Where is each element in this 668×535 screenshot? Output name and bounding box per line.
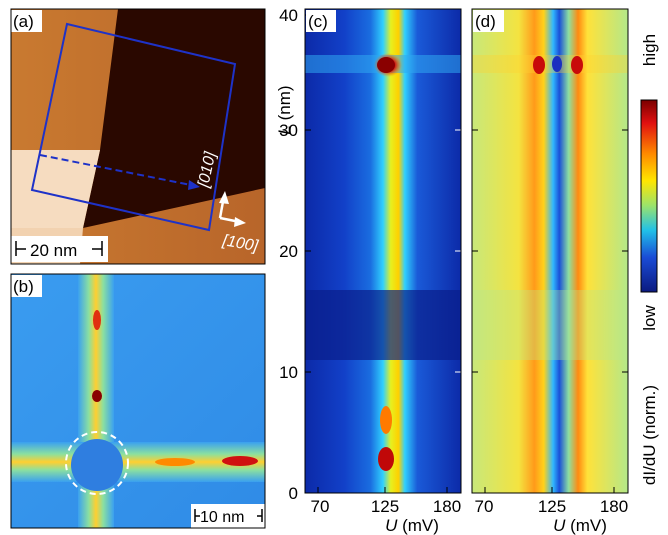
panel-b-spot-3 (222, 456, 258, 466)
panel-b-label: (b) (13, 277, 34, 296)
panel-a-scan-frame (30, 22, 237, 232)
panel-d-border (471, 8, 629, 494)
panel-c-label-box (306, 10, 336, 32)
panel-b-spot-2 (92, 390, 102, 402)
panel-b: (b) 10 nm (10, 273, 266, 529)
panel-c-x-tick-label-180: 180 (433, 497, 461, 516)
y-axis-var: L (275, 125, 294, 134)
panel-c-peak-top-core (377, 57, 395, 73)
panel-b-scalebar-box (191, 504, 265, 528)
panel-c-x-axis-label: U (mV) (385, 516, 439, 535)
panel-d-map (472, 9, 628, 493)
panel-b-spot-1 (93, 310, 101, 330)
panel-c-label: (c) (308, 12, 328, 31)
colorbar: high low dI/dU (norm.) (640, 34, 659, 485)
panel-c-dark-band (305, 290, 461, 360)
panel-c-peak-bottom (378, 447, 394, 471)
panel-c: 0 10 20 30 40 L (nm) 70 125 180 U (mV) (… (275, 6, 462, 535)
panel-a-light-terrace (11, 150, 100, 228)
y-tick-label-30: 30 (279, 121, 298, 140)
panel-c-x-tick-label-125: 125 (371, 497, 399, 516)
panel-d-x-axis-label: U (mV) (553, 516, 607, 535)
panel-b-scalebar-text: 10 nm (200, 509, 244, 526)
panel-d-dim-band (472, 290, 628, 360)
panel-c-peak-mid (380, 406, 392, 434)
panel-b-junction (71, 439, 123, 491)
panel-a-scan-line (39, 154, 197, 187)
panel-b-background (11, 274, 265, 528)
panel-d-bright-row (472, 55, 628, 73)
panel-d-x-axis-var: U (553, 516, 566, 535)
panel-b-border (10, 273, 266, 529)
y-axis-label: L (nm) (275, 85, 294, 134)
panel-c-x-axis-unit: (mV) (397, 516, 439, 535)
panel-a-arrow-010-head (219, 191, 229, 204)
panel-c-border (304, 8, 462, 494)
panel-d-label: (d) (475, 12, 496, 31)
panel-d-spot-right (571, 56, 583, 74)
panel-b-label-box (11, 275, 42, 297)
colorbar-low-label: low (640, 305, 659, 331)
panel-d-label-box (473, 10, 504, 32)
panel-b-spot-4 (155, 458, 195, 466)
panel-d-x-tick-label-125: 125 (538, 497, 566, 516)
colorbar-quantity-label: dI/dU (norm.) (640, 385, 659, 485)
panel-a-scalebar-text: 20 nm (30, 241, 77, 260)
panel-a-scan-arrowhead (188, 180, 200, 190)
panel-d: 70 125 180 U (mV) (d) (471, 8, 629, 535)
colorbar-gradient (640, 99, 658, 293)
y-tick-label-20: 20 (279, 242, 298, 261)
y-axis-unit: (nm) (275, 85, 294, 125)
panel-a-scalebar-box (11, 236, 108, 262)
panel-a: [010] [100] (a) 20 nm (10, 8, 266, 265)
y-tick-label-40: 40 (279, 6, 298, 25)
panel-a-border (10, 8, 266, 265)
panel-b-junction-circle (65, 431, 129, 495)
y-tick-label-10: 10 (279, 363, 298, 382)
panel-d-x-axis-unit: (mV) (565, 516, 607, 535)
y-tick-label-0: 0 (289, 484, 298, 503)
panel-d-x-tick-label-70: 70 (475, 497, 494, 516)
panel-c-x-tick-label-70: 70 (311, 497, 330, 516)
panel-d-spot-left (533, 56, 545, 74)
colorbar-high-label: high (640, 34, 659, 66)
panel-d-spot-center (552, 56, 562, 72)
panel-d-x-tick-label-180: 180 (600, 497, 628, 516)
panel-a-label: (a) (13, 12, 34, 31)
panel-a-arrow-100-head (234, 217, 246, 227)
panel-a-label-box (11, 10, 42, 32)
panel-a-dir-100-label: [100] (220, 232, 260, 255)
panel-c-x-axis-var: U (385, 516, 398, 535)
